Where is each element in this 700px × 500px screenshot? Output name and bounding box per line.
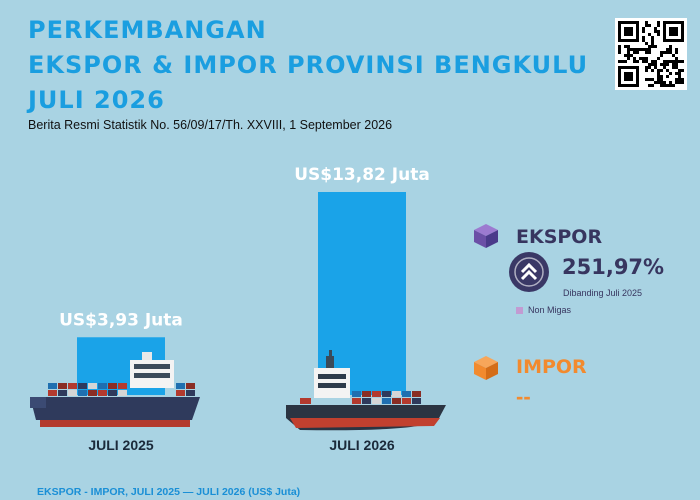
chart-footer-label: EKSPOR - IMPOR, JULI 2025 — JULI 2026 (U… — [37, 486, 301, 498]
value-label: US$3,93 Juta — [59, 310, 183, 330]
cargo-ship-illustration-2026 — [286, 350, 446, 431]
title-line-2: EKSPOR & IMPOR PROVINSI BENGKULU — [28, 51, 589, 79]
ekspor-cube-icon — [474, 224, 498, 248]
ekspor-growth-value: 251,97% — [562, 255, 665, 279]
title-line-1: PERKEMBANGAN — [28, 16, 267, 44]
value-label: US$13,82 Juta — [294, 165, 430, 185]
subtitle: Berita Resmi Statistik No. 56/09/17/Th. … — [28, 118, 393, 132]
qr-code-graphic — [618, 21, 684, 87]
impor-cube-icon — [474, 356, 498, 380]
impor-label: IMPOR — [516, 356, 587, 378]
legend-label: Non Migas — [528, 305, 572, 315]
ekspor-growth-note: Dibanding Juli 2025 — [563, 288, 643, 298]
title-line-3: JULI 2026 — [28, 86, 165, 114]
legend-swatch — [516, 306, 523, 314]
ekspor-label: EKSPOR — [516, 226, 603, 248]
legend-non-migas: Non Migas — [516, 305, 571, 315]
qr-code[interactable] — [615, 18, 687, 90]
category-label: JULI 2025 — [88, 437, 154, 453]
impor-value: -- — [516, 384, 531, 409]
cargo-ship-illustration-2025 — [30, 352, 200, 427]
category-label: JULI 2026 — [329, 437, 395, 453]
double-chevron-up-icon — [509, 252, 549, 292]
